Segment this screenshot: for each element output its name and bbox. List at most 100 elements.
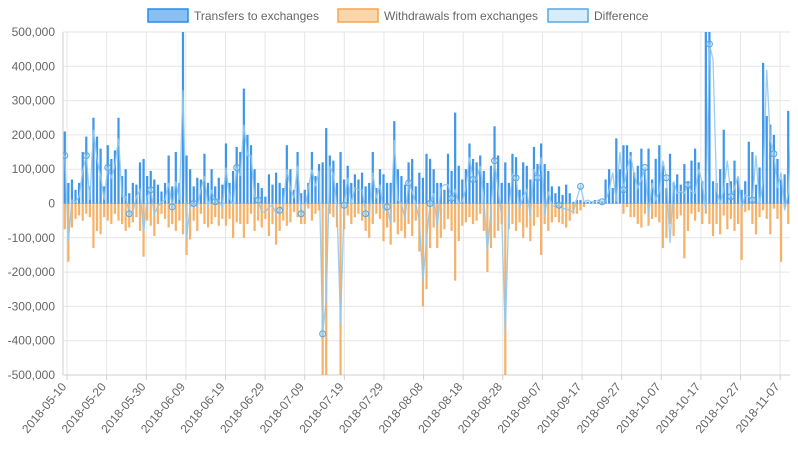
transfer-bar xyxy=(744,181,747,204)
withdrawal-bar xyxy=(779,203,783,262)
withdrawal-bar xyxy=(160,203,163,214)
withdrawal-bar xyxy=(697,203,700,213)
transfer-bar xyxy=(769,124,772,204)
withdrawal-bar xyxy=(726,203,729,230)
transfer-bar xyxy=(221,184,224,204)
withdrawal-bar xyxy=(292,203,296,213)
withdrawal-bar xyxy=(214,203,217,218)
transfer-bar xyxy=(457,165,460,204)
transfer-bar xyxy=(282,188,285,204)
withdrawal-bar xyxy=(113,203,117,214)
withdrawal-bar xyxy=(679,203,682,216)
transfer-bar xyxy=(67,182,70,204)
transfer-bar xyxy=(726,182,729,204)
withdrawal-bar xyxy=(751,203,754,225)
withdrawal-bar xyxy=(199,203,202,214)
transfer-bar xyxy=(708,32,711,204)
difference-point xyxy=(125,210,133,218)
withdrawal-bar xyxy=(557,203,561,223)
withdrawal-bar xyxy=(643,203,647,214)
withdrawal-bar xyxy=(772,203,775,209)
transfer-bar xyxy=(425,153,428,204)
transfer-bar xyxy=(296,152,299,204)
transfer-bar xyxy=(314,176,317,204)
legend-label: Withdrawals from exchanges xyxy=(384,9,538,23)
withdrawal-bar xyxy=(332,203,335,218)
transfer-bar xyxy=(622,145,625,204)
transfer-bar xyxy=(260,188,263,204)
x-axis-ticks: 2018-05-102018-05-202018-05-302018-06-09… xyxy=(19,380,783,436)
withdrawal-bar xyxy=(221,203,224,219)
transfer-bar xyxy=(428,158,432,204)
legend-item[interactable]: Difference xyxy=(547,8,649,23)
transfer-bar xyxy=(658,145,661,204)
transfer-bar xyxy=(772,134,775,204)
difference-point xyxy=(684,181,692,189)
transfer-bar xyxy=(776,158,779,204)
withdrawal-bar xyxy=(497,203,500,231)
withdrawal-bar xyxy=(375,203,378,214)
y-tick-label: -200,000 xyxy=(8,265,56,279)
withdrawal-bar xyxy=(78,203,81,216)
withdrawal-bar xyxy=(514,203,518,231)
transfer-bar xyxy=(504,162,507,204)
transfer-bar xyxy=(651,179,654,204)
transfer-bar xyxy=(765,116,768,204)
transfer-bar xyxy=(486,182,489,204)
transfer-bar xyxy=(586,201,589,204)
y-tick-label: 100,000 xyxy=(12,162,56,176)
withdrawal-bar xyxy=(403,203,407,238)
withdrawal-bar xyxy=(428,203,432,249)
withdrawal-bar xyxy=(518,203,521,223)
transfer-bar xyxy=(131,182,134,204)
withdrawal-bar xyxy=(464,203,468,223)
difference-point xyxy=(426,200,434,207)
withdrawal-bar xyxy=(446,203,450,219)
withdrawal-bar xyxy=(317,203,321,211)
withdrawal-bar xyxy=(489,203,493,249)
transfer-bar xyxy=(597,201,600,204)
transfer-bar xyxy=(335,182,339,204)
transfer-bar xyxy=(557,186,561,204)
transfer-bar xyxy=(783,174,786,204)
withdrawal-bar xyxy=(189,203,192,240)
transfer-bar xyxy=(432,169,435,204)
withdrawal-bar xyxy=(206,203,210,228)
difference-point xyxy=(727,193,735,201)
transfer-bar xyxy=(579,200,582,204)
withdrawal-bar xyxy=(654,203,657,218)
withdrawal-bar xyxy=(257,203,260,221)
difference-point xyxy=(254,196,262,204)
transfer-bar xyxy=(307,182,310,204)
withdrawal-bar xyxy=(117,203,120,221)
transfer-bar xyxy=(536,164,539,204)
transfer-bar xyxy=(192,186,195,204)
withdrawal-bar xyxy=(794,204,796,211)
y-axis-ticks: 500,000 400,000 300,000 200,000 100,000 0 -100… xyxy=(8,25,56,382)
legend: Transfers to exchanges Withdrawals from e… xyxy=(147,8,649,23)
transfer-bar xyxy=(547,170,550,204)
legend-item[interactable]: Transfers to exchanges xyxy=(147,8,319,23)
difference-point xyxy=(233,163,241,171)
withdrawal-bar xyxy=(525,203,528,228)
transfer-bar xyxy=(471,158,475,204)
transfer-bar xyxy=(393,121,396,204)
transfer-bar xyxy=(751,152,754,204)
withdrawal-bar xyxy=(260,203,263,228)
withdrawal-bar xyxy=(747,203,750,211)
withdrawal-bar xyxy=(740,203,743,261)
withdrawal-bar xyxy=(149,203,152,226)
withdrawal-bar xyxy=(382,203,385,242)
withdrawal-bar xyxy=(715,203,718,225)
transfer-bar xyxy=(615,138,618,204)
transfer-bar xyxy=(400,176,403,204)
transfer-bar xyxy=(206,182,210,204)
withdrawal-bar xyxy=(414,203,417,221)
withdrawal-bar xyxy=(310,203,314,221)
withdrawal-bar xyxy=(232,203,235,238)
legend-item[interactable]: Withdrawals from exchanges xyxy=(337,8,538,23)
transfer-bar xyxy=(575,200,579,204)
withdrawal-bar xyxy=(522,203,525,238)
withdrawal-bar xyxy=(407,203,410,225)
withdrawal-bar xyxy=(686,203,690,231)
